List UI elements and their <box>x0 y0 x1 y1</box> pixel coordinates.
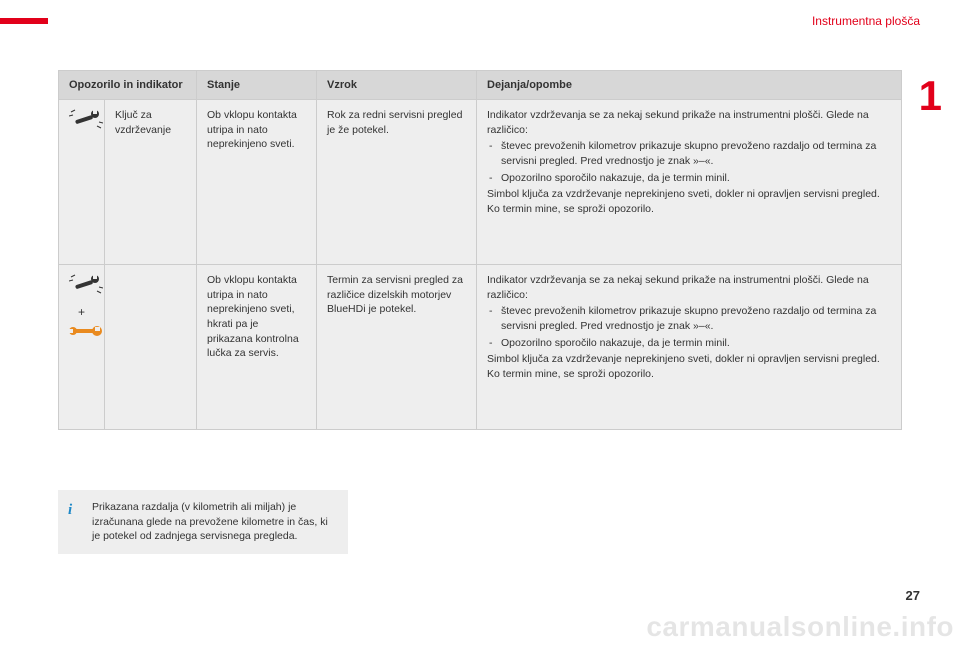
actions-tail2: Ko termin mine, se sproži opozorilo. <box>487 367 891 382</box>
bullet: Opozorilno sporočilo nakazuje, da je ter… <box>487 171 891 186</box>
th-indicator: Opozorilo in indikator <box>59 71 197 100</box>
actions-bullets: števec prevoženih kilometrov prikazuje s… <box>487 139 891 185</box>
actions-tail2: Ko termin mine, se sproži opozorilo. <box>487 202 891 217</box>
plus-icon: + <box>69 304 94 321</box>
accent-tab <box>0 18 48 24</box>
actions-tail: Simbol ključa za vzdrževanje neprekinjen… <box>487 187 891 202</box>
cell-actions: Indikator vzdrževanja se za nekaj sekund… <box>477 265 902 430</box>
chapter-number: 1 <box>919 75 942 117</box>
service-wrench-icon <box>69 329 103 341</box>
actions-tail: Simbol ključa za vzdrževanje neprekinjen… <box>487 352 891 367</box>
bullet: števec prevoženih kilometrov prikazuje s… <box>487 304 891 333</box>
bullet: števec prevoženih kilometrov prikazuje s… <box>487 139 891 168</box>
wrench-icon <box>69 121 103 133</box>
cell-actions: Indikator vzdrževanja se za nekaj sekund… <box>477 100 902 265</box>
cell-cause: Termin za servisni pregled za različice … <box>317 265 477 430</box>
indicator-table: Opozorilo in indikator Stanje Vzrok Deja… <box>58 70 902 430</box>
bullet: Opozorilno sporočilo nakazuje, da je ter… <box>487 336 891 351</box>
info-text: Prikazana razdalja (v kilometrih ali mil… <box>92 501 328 542</box>
table-row: Ključ za vzdrževanje Ob vklopu kontakta … <box>59 100 902 265</box>
section-title: Instrumentna plošča <box>812 14 920 28</box>
page-number: 27 <box>906 588 920 603</box>
table-row: + Ob vklopu <box>59 265 902 430</box>
wrench-icon <box>69 286 103 298</box>
th-actions: Dejanja/opombe <box>477 71 902 100</box>
watermark: carmanualsonline.info <box>646 611 954 643</box>
cell-icon <box>59 100 105 265</box>
th-cause: Vzrok <box>317 71 477 100</box>
th-state: Stanje <box>197 71 317 100</box>
cell-indicator: Ključ za vzdrževanje <box>105 100 197 265</box>
cell-cause: Rok za redni servisni pregled je že pote… <box>317 100 477 265</box>
actions-bullets: števec prevoženih kilometrov prikazuje s… <box>487 304 891 350</box>
info-icon: i <box>68 500 84 516</box>
cell-state: Ob vklopu kontakta utripa in nato neprek… <box>197 265 317 430</box>
cell-icon: + <box>59 265 105 430</box>
actions-intro: Indikator vzdrževanja se za nekaj sekund… <box>487 273 891 302</box>
page-content: Opozorilo in indikator Stanje Vzrok Deja… <box>58 70 902 430</box>
info-box: i Prikazana razdalja (v kilometrih ali m… <box>58 490 348 554</box>
cell-indicator <box>105 265 197 430</box>
cell-state: Ob vklopu kontakta utripa in nato neprek… <box>197 100 317 265</box>
actions-intro: Indikator vzdrževanja se za nekaj sekund… <box>487 108 891 137</box>
table-header-row: Opozorilo in indikator Stanje Vzrok Deja… <box>59 71 902 100</box>
